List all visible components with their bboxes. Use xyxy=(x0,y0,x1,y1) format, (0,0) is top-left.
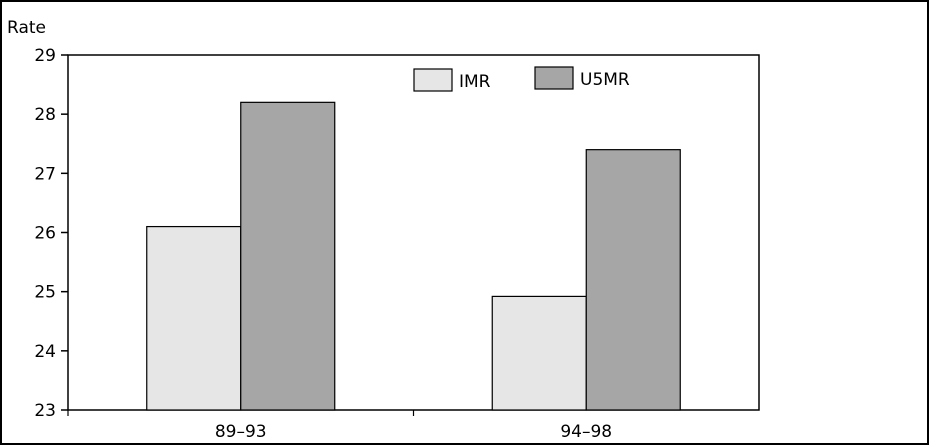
legend-swatch-imr xyxy=(413,68,453,92)
y-tick-label: 24 xyxy=(34,342,56,362)
y-tick-label: 23 xyxy=(34,401,56,421)
bars xyxy=(146,101,681,411)
y-tick-label: 29 xyxy=(34,46,56,66)
y-axis-label: Rate xyxy=(7,18,46,38)
y-tick-label: 28 xyxy=(34,105,56,125)
y-tick-label: 26 xyxy=(34,224,56,244)
x-tick-label: 89–93 xyxy=(215,422,267,442)
x-tick-label: 94–98 xyxy=(560,422,612,442)
bar-u5mr-2 xyxy=(585,149,681,411)
legend-swatch-u5mr xyxy=(534,66,574,90)
bar-u5mr-1 xyxy=(240,101,336,411)
x-axis: 89–93 94–98 xyxy=(67,410,612,442)
bar-imr-1 xyxy=(146,225,242,411)
bar-imr-2 xyxy=(491,295,587,411)
legend: IMR U5MR xyxy=(413,66,630,92)
y-tick-label: 27 xyxy=(34,164,56,184)
legend-label-imr: IMR xyxy=(459,72,491,92)
y-axis: 23 24 25 26 27 28 29 xyxy=(34,46,68,421)
y-tick-label: 25 xyxy=(34,283,56,303)
legend-label-u5mr: U5MR xyxy=(580,70,630,90)
